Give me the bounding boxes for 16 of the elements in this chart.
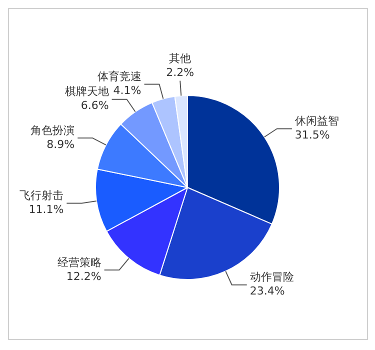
data-label: 31.5% [294, 128, 330, 142]
data-label: 11.1% [28, 203, 64, 216]
slice-label: 飞行射击 [20, 189, 64, 202]
data-label: 12.2% [66, 270, 102, 283]
slice-label: 动作冒险 [250, 270, 294, 284]
data-label: 23.4% [250, 284, 285, 298]
slice-label: 经营策略 [57, 256, 102, 269]
data-label: 6.6% [80, 99, 109, 112]
slice-label: 其他 [169, 52, 192, 66]
slice-label: 棋牌天地 [64, 85, 109, 98]
data-label: 8.9% [46, 138, 75, 151]
data-label: 2.2% [166, 66, 194, 80]
data-label: 4.1% [113, 84, 142, 98]
slice-label: 休闲益智 [294, 114, 339, 128]
slice-label: 体育竞速 [97, 70, 142, 84]
slice-label: 角色扮演 [30, 124, 75, 137]
